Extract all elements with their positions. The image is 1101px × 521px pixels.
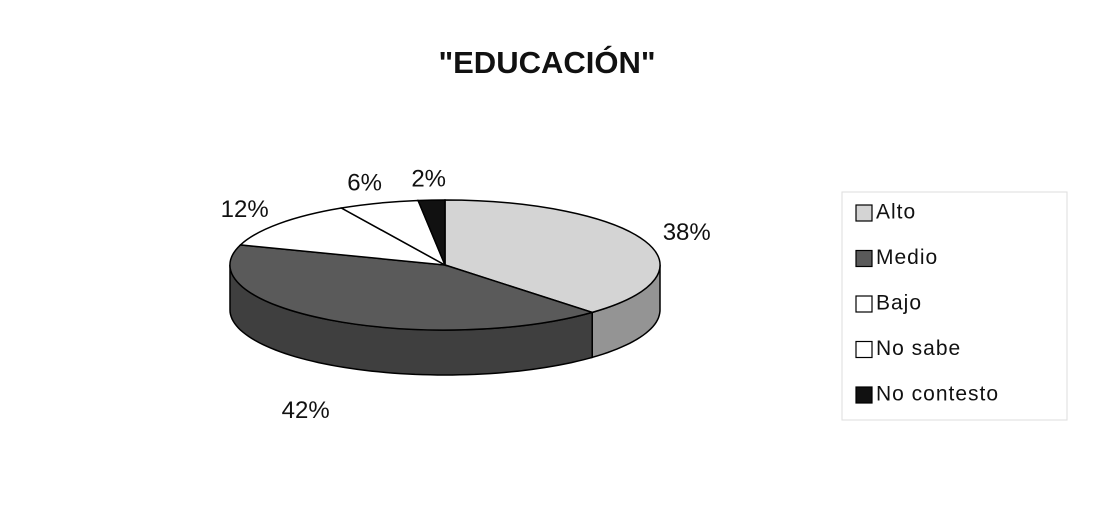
legend-label: Bajo	[876, 292, 922, 315]
legend-box	[841, 191, 1068, 421]
data-label: 42%	[282, 397, 330, 424]
legend-label: No sabe	[876, 337, 961, 360]
chart-title: "EDUCACIÓN"	[438, 44, 655, 80]
legend-swatch	[855, 386, 873, 404]
slice	[416, 199, 446, 266]
legend-swatch	[855, 340, 873, 359]
slice	[229, 244, 595, 331]
slice	[238, 207, 446, 266]
slice	[444, 199, 661, 314]
data-label: 6%	[347, 170, 382, 197]
data-label: 2%	[411, 166, 446, 193]
legend-label: Alto	[876, 201, 916, 224]
legend-label: No contesto	[876, 383, 999, 406]
data-label: 12%	[221, 196, 269, 223]
legend-label: Medio	[876, 246, 938, 269]
legend-swatch	[855, 249, 873, 268]
legend-swatch	[855, 295, 873, 313]
legend-swatch	[855, 204, 873, 222]
data-label: 38%	[663, 219, 711, 246]
